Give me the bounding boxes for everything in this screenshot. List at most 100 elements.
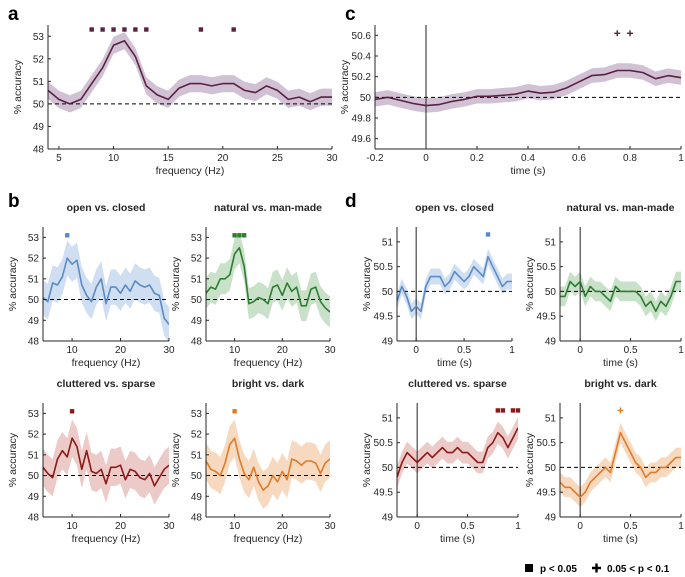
significance-square-marker (69, 409, 75, 414)
y-tick-label: 51 (28, 450, 40, 461)
x-tick-label: 1 (678, 153, 684, 164)
y-tick-label: 51 (382, 413, 394, 424)
panel-title: natural vs. man-made (567, 202, 675, 214)
x-tick-label: 1 (515, 521, 521, 532)
y-tick-label: 53 (33, 32, 45, 43)
y-tick-label: 52 (28, 430, 40, 441)
y-tick-label: 50 (545, 287, 557, 298)
x-tick-label: 0.2 (470, 153, 484, 164)
y-tick-label: 51 (545, 413, 557, 424)
confidence-band (48, 32, 332, 113)
y-axis-label: % accuracy (7, 256, 19, 311)
x-tick-label: 0.6 (572, 153, 586, 164)
significance-square-marker (500, 408, 506, 413)
x-tick-label: 20 (217, 153, 229, 164)
y-tick-label: 50.5 (374, 438, 394, 449)
x-axis-label: frequency (Hz) (72, 357, 141, 369)
confidence-band (43, 419, 169, 505)
y-tick-label: 49 (28, 492, 40, 503)
accuracy-line (375, 69, 681, 107)
y-tick-label: 51 (191, 274, 203, 285)
y-axis-label: % accuracy (339, 59, 351, 114)
x-axis-label: time (s) (603, 357, 638, 369)
x-tick-label: 0.5 (624, 345, 638, 356)
y-tick-label: 50.2 (352, 72, 372, 83)
x-tick-label: 20 (115, 521, 127, 532)
y-tick-label: 52 (33, 54, 45, 65)
y-tick-label: 49 (382, 337, 394, 348)
x-tick-label: 25 (272, 153, 284, 164)
trend-plus-marker (614, 30, 621, 37)
panel-d1: 0 0.5 1 49 49.5 50 50.5 51 time (s) % accuracy ope… (345, 191, 515, 369)
y-tick-label: 50 (33, 99, 45, 110)
panel-letter: a (8, 4, 19, 25)
legend-square-marker (525, 564, 533, 572)
y-tick-label: 48 (28, 513, 40, 524)
legend-plus-label: 0.05 < p < 0.1 (607, 564, 670, 575)
panel-d4: 0 0.5 1 49 49.5 50 50.5 51 time (s) % accuracy bri… (524, 378, 684, 545)
x-tick-label: 30 (324, 521, 336, 532)
y-tick-label: 50 (382, 463, 394, 474)
x-tick-label: 30 (324, 345, 336, 356)
panel-title: open vs. closed (415, 202, 494, 214)
significance-square-marker (144, 27, 149, 32)
panel-title: bright vs. dark (584, 378, 657, 390)
y-axis-label: % accuracy (170, 256, 182, 311)
panel-d2: 0 0.5 1 49 49.5 50 50.5 51 time (s) % accuracy nat… (524, 202, 684, 369)
y-tick-label: 50.5 (537, 438, 557, 449)
accuracy-line (397, 427, 518, 478)
confidence-band (560, 422, 681, 508)
x-axis-label: time (s) (603, 533, 638, 545)
y-tick-label: 49 (191, 492, 203, 503)
accuracy-line (560, 280, 681, 313)
y-tick-label: 49 (382, 513, 394, 524)
significance-square-marker (241, 233, 247, 238)
x-tick-label: 10 (67, 345, 79, 356)
significance-square-marker (111, 27, 116, 32)
significance-square-marker (198, 27, 204, 32)
y-tick-label: 50 (191, 295, 203, 306)
x-tick-label: -0.2 (366, 153, 384, 164)
y-tick-label: 49 (545, 513, 557, 524)
panel-d3: 0 0.5 1 49 49.5 50 50.5 51 time (s) % accuracy clu… (361, 378, 521, 545)
y-tick-label: 51 (33, 77, 45, 88)
panel-b1: 10 20 30 48 49 50 51 52 53 frequency (Hz) % accura… (7, 191, 175, 369)
y-tick-label: 48 (191, 337, 203, 348)
confidence-band (560, 271, 681, 322)
x-axis-label: time (s) (511, 165, 546, 177)
x-tick-label: 0.4 (521, 153, 535, 164)
significance-square-marker (485, 232, 491, 237)
y-tick-label: 51 (191, 450, 203, 461)
x-tick-label: 0 (414, 521, 420, 532)
y-axis-label: % accuracy (524, 432, 536, 487)
x-tick-label: 0 (413, 345, 419, 356)
legend-plus-marker (592, 563, 601, 573)
x-axis-label: frequency (Hz) (234, 533, 303, 545)
panel-letter: c (345, 4, 356, 25)
x-tick-label: 15 (163, 153, 175, 164)
y-tick-label: 50 (360, 93, 372, 104)
panel-b3: 10 20 30 48 49 50 51 52 53 frequency (Hz) % accura… (7, 378, 175, 545)
y-tick-label: 51 (382, 237, 394, 248)
x-tick-label: 0.8 (623, 153, 637, 164)
accuracy-line (43, 437, 169, 487)
panel-title: open vs. closed (67, 202, 146, 214)
confidence-band (206, 232, 330, 328)
confidence-band (43, 240, 169, 341)
panel-b4: 10 20 30 48 49 50 51 52 53 frequency (Hz) % accura… (170, 378, 336, 545)
panel-title: cluttered vs. sparse (408, 378, 507, 390)
y-tick-label: 52 (191, 430, 203, 441)
x-tick-label: 5 (56, 153, 62, 164)
y-axis-label: % accuracy (170, 432, 182, 487)
x-tick-label: 0.5 (461, 521, 475, 532)
y-tick-label: 49.6 (352, 134, 372, 145)
accuracy-line (206, 437, 330, 491)
trend-plus-marker (617, 407, 624, 414)
y-tick-label: 49.5 (374, 488, 394, 499)
x-tick-label: 30 (326, 153, 338, 164)
y-axis-label: % accuracy (361, 256, 373, 311)
y-tick-label: 52 (28, 254, 40, 265)
panel-letter: d (345, 191, 357, 212)
significance-square-marker (122, 27, 127, 32)
panel-title: cluttered vs. sparse (57, 378, 156, 390)
